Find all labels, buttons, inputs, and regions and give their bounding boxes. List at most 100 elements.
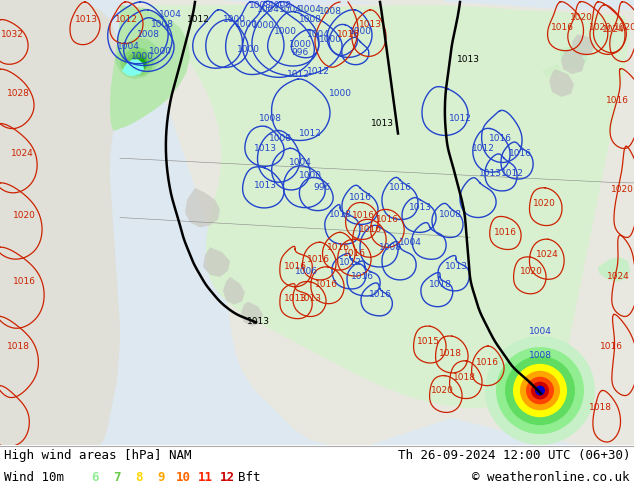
Text: 1008: 1008 <box>249 1 271 10</box>
Polygon shape <box>203 247 230 277</box>
Text: 1016: 1016 <box>375 215 399 224</box>
Text: 1016: 1016 <box>358 225 382 234</box>
Text: 1015: 1015 <box>417 337 439 345</box>
Polygon shape <box>122 59 144 76</box>
Text: 1004: 1004 <box>288 158 311 167</box>
Circle shape <box>496 347 584 434</box>
Polygon shape <box>128 53 148 72</box>
Polygon shape <box>185 188 220 227</box>
Circle shape <box>535 386 545 395</box>
Text: 1013: 1013 <box>254 144 276 153</box>
Text: 1013: 1013 <box>75 15 98 24</box>
Text: 1008: 1008 <box>150 20 174 29</box>
Text: 1013: 1013 <box>283 294 306 303</box>
Text: 1020: 1020 <box>430 386 453 395</box>
Text: 1016: 1016 <box>349 193 372 202</box>
Text: 1024: 1024 <box>602 25 624 34</box>
Text: 1024: 1024 <box>11 149 34 158</box>
Circle shape <box>526 377 554 404</box>
Polygon shape <box>598 257 630 282</box>
Text: 1018: 1018 <box>328 210 351 219</box>
Text: 1028: 1028 <box>6 90 29 98</box>
Polygon shape <box>590 24 615 47</box>
Text: 1016: 1016 <box>493 228 517 237</box>
Text: 1012: 1012 <box>115 15 138 24</box>
Text: 1008: 1008 <box>529 351 552 361</box>
Text: Th 26-09-2024 12:00 UTC (06+30): Th 26-09-2024 12:00 UTC (06+30) <box>398 449 630 463</box>
Polygon shape <box>0 0 634 445</box>
Text: 1013: 1013 <box>299 294 321 303</box>
Text: 1012: 1012 <box>339 258 361 267</box>
Text: 1012: 1012 <box>449 114 472 123</box>
Text: 1016: 1016 <box>476 358 498 368</box>
Text: 1004: 1004 <box>257 5 280 14</box>
Text: 1012: 1012 <box>307 67 330 75</box>
Polygon shape <box>340 0 634 445</box>
Text: 1013: 1013 <box>408 203 432 212</box>
Text: 1000: 1000 <box>235 20 257 29</box>
Text: 1000: 1000 <box>318 35 342 44</box>
Text: 1000: 1000 <box>273 27 297 36</box>
Text: 1008: 1008 <box>299 15 321 24</box>
Text: 1020: 1020 <box>611 185 633 195</box>
Text: 6: 6 <box>91 471 99 485</box>
Text: 1012: 1012 <box>287 70 309 79</box>
Polygon shape <box>542 64 562 77</box>
Text: 1016: 1016 <box>605 97 628 105</box>
Text: 1016: 1016 <box>489 134 512 143</box>
Text: 1013: 1013 <box>370 119 394 128</box>
Text: High wind areas [hPa] NAM: High wind areas [hPa] NAM <box>4 449 191 463</box>
Text: 1008: 1008 <box>269 1 292 10</box>
Text: 10: 10 <box>176 471 190 485</box>
Polygon shape <box>124 50 150 73</box>
Text: 1018: 1018 <box>6 342 30 350</box>
Text: 1016: 1016 <box>600 342 623 350</box>
Text: 1016: 1016 <box>306 254 330 264</box>
Text: 1004: 1004 <box>529 327 552 336</box>
Polygon shape <box>560 45 588 69</box>
Text: 1032: 1032 <box>1 30 23 39</box>
Text: 1013: 1013 <box>358 20 382 29</box>
Polygon shape <box>120 0 634 445</box>
Text: 1016: 1016 <box>342 248 365 258</box>
Text: 1013: 1013 <box>479 169 501 177</box>
Text: 1016: 1016 <box>314 280 337 289</box>
Text: 1008: 1008 <box>269 134 292 143</box>
Text: 1013: 1013 <box>456 55 479 64</box>
Text: 1024: 1024 <box>536 249 559 259</box>
Polygon shape <box>572 35 595 56</box>
Circle shape <box>505 356 575 425</box>
Polygon shape <box>0 0 120 445</box>
Text: 1000: 1000 <box>252 21 275 30</box>
Polygon shape <box>132 56 146 70</box>
Circle shape <box>513 364 567 417</box>
Text: 1020: 1020 <box>533 199 555 208</box>
Text: 12: 12 <box>219 471 235 485</box>
Text: 1000: 1000 <box>223 15 245 24</box>
Text: © weatheronline.co.uk: © weatheronline.co.uk <box>472 471 630 485</box>
Text: 1012: 1012 <box>299 129 321 138</box>
Text: 8: 8 <box>135 471 143 485</box>
Text: 1004: 1004 <box>278 5 301 14</box>
Text: 1004: 1004 <box>117 42 139 51</box>
Text: 1018: 1018 <box>439 349 462 359</box>
Text: 1000: 1000 <box>148 47 172 56</box>
Text: 1008: 1008 <box>439 210 462 219</box>
Text: 1016: 1016 <box>327 243 349 252</box>
Text: 1016: 1016 <box>550 23 574 32</box>
Text: 1013: 1013 <box>444 263 467 271</box>
Text: 1004: 1004 <box>399 238 422 247</box>
Text: 1000: 1000 <box>328 90 351 98</box>
Polygon shape <box>115 38 160 79</box>
Polygon shape <box>223 277 245 304</box>
Polygon shape <box>549 69 574 97</box>
Polygon shape <box>561 49 585 74</box>
Text: 1000: 1000 <box>236 45 259 54</box>
Text: 1020: 1020 <box>588 23 611 32</box>
Text: 1016: 1016 <box>337 30 359 39</box>
Text: 1016: 1016 <box>283 263 306 271</box>
Text: 1013: 1013 <box>254 181 276 191</box>
Text: 1013: 1013 <box>247 317 269 326</box>
Text: 1000: 1000 <box>349 27 372 36</box>
Text: Bft: Bft <box>238 471 260 485</box>
